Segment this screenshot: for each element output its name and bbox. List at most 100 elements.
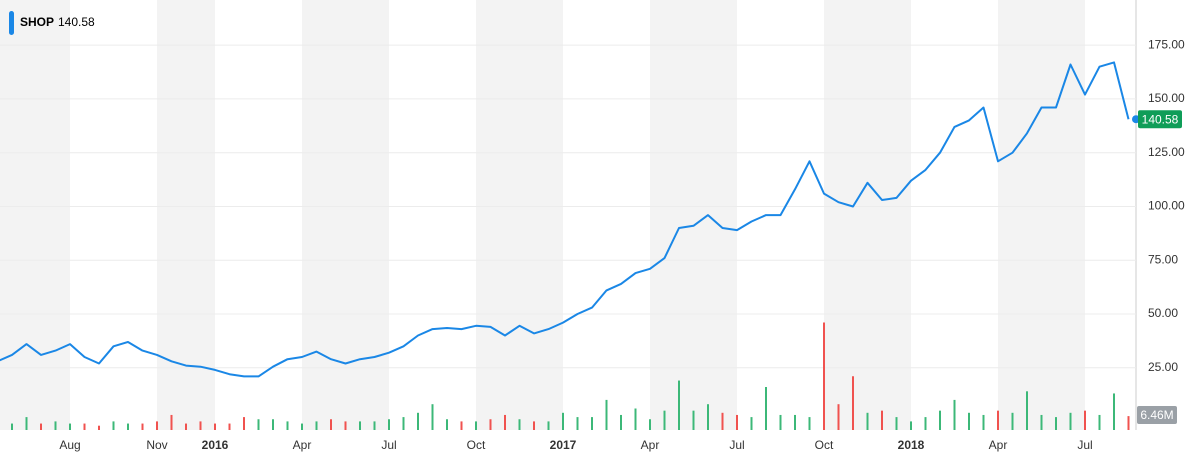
volume-bar [286, 421, 289, 430]
x-tick-label: Oct [815, 438, 834, 452]
band [476, 0, 563, 430]
y-tick-label: 175.00 [1148, 37, 1185, 51]
volume-bar [112, 421, 115, 430]
volume-bar [504, 414, 506, 430]
x-tick-label: Apr [293, 438, 312, 452]
volume-bar [141, 423, 144, 430]
volume-bar [910, 421, 912, 430]
volume-bar [446, 419, 448, 430]
x-tick-label: Apr [641, 438, 660, 452]
volume-bar [475, 421, 477, 430]
legend-value: 140.58 [58, 15, 95, 29]
volume-bar [866, 412, 869, 430]
volume-bar [997, 410, 999, 430]
volume-bar [678, 380, 680, 430]
volume-bar [257, 419, 260, 430]
volume-bar [1040, 414, 1043, 430]
band [824, 0, 911, 430]
volume-bar [373, 421, 376, 430]
volume-bar [69, 423, 71, 430]
x-tick-label: Apr [989, 438, 1008, 452]
volume-bar [1026, 391, 1028, 430]
volume-bar [881, 410, 883, 430]
volume-bar [1098, 414, 1101, 430]
volume-bar [765, 387, 767, 430]
x-tick-label: Jul [1077, 438, 1092, 452]
volume-bar [214, 423, 216, 430]
price-tag [1138, 110, 1182, 129]
volume-bar [576, 417, 579, 430]
volume-bar [199, 421, 202, 430]
band [650, 0, 737, 430]
volume-bar [953, 399, 956, 430]
y-tick-label: 75.00 [1148, 252, 1178, 266]
band [302, 0, 389, 430]
volume-bar [185, 423, 187, 430]
volume-bar [315, 421, 318, 430]
x-tick-label: Jul [729, 438, 744, 452]
volume-bar [533, 421, 535, 430]
volume-bar [1069, 412, 1072, 430]
volume-bar [344, 421, 347, 430]
volume-bar [591, 417, 593, 430]
volume-bar [243, 417, 245, 430]
volume-bar [1113, 393, 1115, 430]
volume-bar [127, 423, 129, 430]
x-tick-label: Aug [59, 438, 80, 452]
x-tick-label: 2018 [898, 438, 925, 452]
volume-bar [924, 417, 927, 430]
volume-bar [707, 404, 709, 430]
volume-tag [1137, 406, 1177, 424]
volume-bar [547, 421, 550, 430]
volume-bar [794, 414, 796, 430]
volume-bar [852, 376, 854, 430]
volume-bar [1055, 417, 1057, 430]
volume-bar [388, 419, 390, 430]
y-tick-label: 25.00 [1148, 360, 1178, 374]
x-tick-label: 2016 [202, 438, 229, 452]
volume-bars [11, 322, 1130, 430]
volume-bar [736, 414, 738, 430]
volume-bar [25, 417, 28, 430]
band [0, 0, 70, 430]
volume-bar [170, 414, 173, 430]
x-tick-label: Nov [146, 438, 167, 452]
volume-tag-label: 6.46M [1140, 408, 1173, 422]
legend: SHOP 140.58 [9, 11, 95, 35]
x-tick-label: Oct [467, 438, 486, 452]
volume-bar [808, 417, 811, 430]
y-tick-label: 50.00 [1148, 306, 1178, 320]
volume-bar [460, 421, 463, 430]
band [998, 0, 1085, 430]
volume-bar [40, 423, 42, 430]
volume-bar [1084, 410, 1086, 430]
volume-bar [721, 412, 724, 430]
volume-bar [431, 404, 434, 430]
volume-bar [649, 419, 651, 430]
volume-bar [156, 421, 158, 430]
y-tick-label: 100.00 [1148, 199, 1185, 213]
legend-label: SHOP [20, 15, 54, 29]
volume-bar [895, 417, 898, 430]
volume-bar [620, 414, 622, 430]
y-tick-label: 125.00 [1148, 145, 1185, 159]
price-tag-label: 140.58 [1142, 112, 1179, 126]
volume-bar [359, 421, 361, 430]
bands [0, 0, 1085, 430]
volume-bar [750, 417, 753, 430]
volume-bar [417, 412, 419, 430]
legend-swatch [9, 11, 14, 35]
volume-bar [939, 410, 941, 430]
volume-bar [663, 410, 666, 430]
volume-bar [301, 423, 303, 430]
volume-bar [518, 419, 521, 430]
y-tick-label: 150.00 [1148, 91, 1185, 105]
volume-bar [1011, 412, 1014, 430]
volume-bar [402, 417, 405, 430]
volume-bar [272, 419, 274, 430]
x-tick-label: 2017 [550, 438, 577, 452]
volume-bar [489, 419, 492, 430]
volume-bar [11, 423, 13, 430]
price-line [0, 61, 1130, 378]
